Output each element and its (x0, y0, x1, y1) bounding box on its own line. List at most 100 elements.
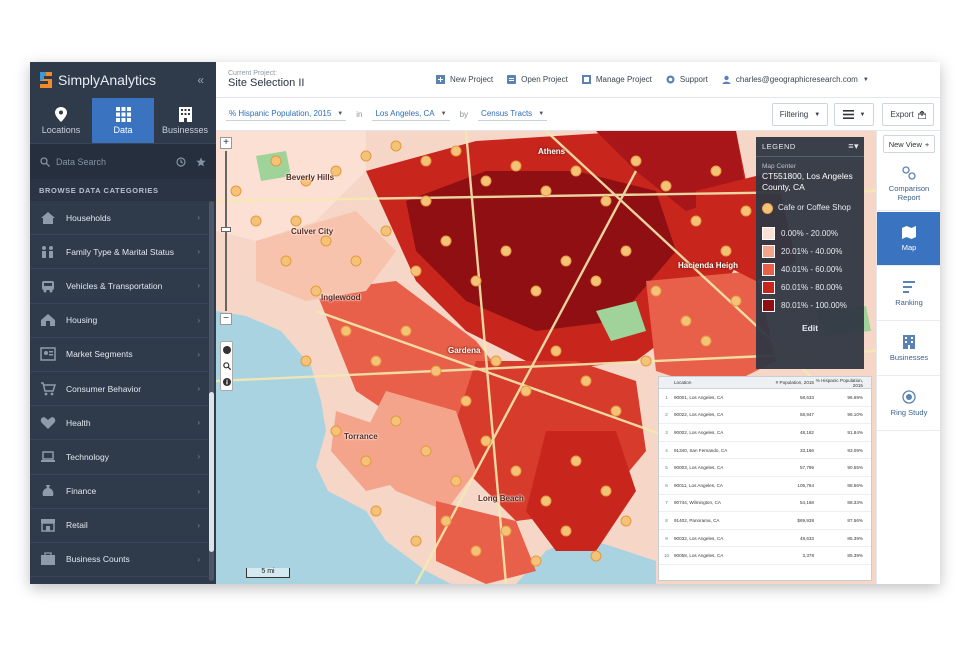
table-row[interactable]: 7 90744, Wilmington, CA 54,168 88.33% (659, 495, 871, 513)
row-location: 91402, Panorama, CA (674, 517, 720, 523)
category-label: Technology (66, 451, 110, 462)
manage-project-button[interactable]: Manage Project (581, 75, 652, 84)
plus-icon: + (924, 139, 930, 149)
table-header-population[interactable]: # Population, 2015 (775, 380, 814, 385)
new-view-button[interactable]: New View + (883, 135, 935, 153)
info-tool-icon[interactable] (222, 378, 231, 386)
row-location: 90002, Los Angeles, CA (674, 429, 724, 435)
business-icon (41, 552, 55, 566)
variable-selector[interactable]: % Hispanic Population, 2015 ▼ (226, 107, 347, 121)
comparison-icon (902, 165, 916, 180)
menu-button[interactable]: ▼ (834, 103, 874, 126)
row-population: 48,633 (799, 535, 814, 541)
table-row[interactable]: 1 90001, Los Angeles, CA 58,633 96.69% (659, 389, 871, 407)
location-selector[interactable]: Los Angeles, CA ▼ (372, 107, 450, 121)
legend-break: 80.01% - 100.00% (756, 296, 864, 314)
legend-swatch (762, 244, 775, 258)
category-health[interactable]: Health › (30, 406, 208, 441)
star-icon[interactable] (196, 157, 206, 167)
map-label-culver-city: Culver City (291, 227, 334, 236)
view-ranking[interactable]: Ranking (877, 267, 940, 321)
row-location: 90058, Los Angeles, CA (674, 553, 724, 559)
new-project-button[interactable]: New Project (436, 75, 493, 84)
view-ring-study[interactable]: Ring Study (877, 377, 940, 431)
tab-data[interactable]: Data (92, 98, 154, 143)
legend-break-label: 20.01% - 40.00% (781, 246, 843, 256)
table-row[interactable]: 3 90002, Los Angeles, CA 48,182 91.84% (659, 424, 871, 442)
category-housing[interactable]: Housing › (30, 304, 208, 338)
table-row[interactable]: 6 90011, Los Angeles, CA 105,784 88.56% (659, 477, 871, 495)
sidebar-scrollbar-thumb[interactable] (209, 392, 214, 552)
new-view-label: New View (888, 139, 922, 149)
view-comparison-report[interactable]: Comparison Report (877, 157, 940, 211)
row-percent: 90.55% (847, 465, 863, 471)
legend-break: 20.01% - 40.00% (756, 242, 864, 260)
legend-swatch (762, 298, 775, 312)
legend-poi-label: Cafe or Coffee Shop (778, 203, 851, 212)
project-title[interactable]: Site Selection II (228, 77, 305, 89)
view-businesses[interactable]: Businesses (877, 322, 940, 376)
legend-menu-icon[interactable]: ≡▾ (848, 141, 859, 151)
chevron-right-icon: › (197, 486, 200, 496)
row-index: 6 (665, 482, 668, 488)
category-label: Housing (66, 315, 98, 326)
magnify-tool-icon[interactable] (222, 362, 231, 370)
geography-unit-selector[interactable]: Census Tracts ▼ (478, 107, 548, 121)
user-menu[interactable]: charles@geographicresearch.com ▼ (722, 75, 869, 84)
table-row[interactable]: 9 90032, Los Angeles, CA 48,633 85.39% (659, 530, 871, 548)
search-input[interactable]: Data Search (56, 156, 107, 167)
legend-edit-button[interactable]: Edit (801, 323, 819, 333)
category-finance[interactable]: Finance › (30, 475, 208, 509)
zoom-out-button[interactable]: − (220, 313, 232, 325)
simplyanalytics-logo-icon (40, 72, 52, 88)
row-percent: 88.56% (847, 482, 863, 488)
row-population: 58,633 (799, 394, 814, 400)
table-row[interactable]: 4 91340, San Fernando, CA 33,166 93.09% (659, 442, 871, 460)
category-family[interactable]: Family Type & Marital Status › (30, 235, 208, 270)
map-view[interactable]: Beverly Hills Culver City Inglewood Torr… (216, 131, 876, 584)
category-label: Consumer Behavior (66, 383, 142, 394)
table-header-location[interactable]: Location (674, 380, 692, 385)
ocean-south (516, 536, 656, 584)
export-button[interactable]: Export (882, 103, 934, 126)
category-vehicles[interactable]: Vehicles & Transportation › (30, 269, 208, 304)
table-row[interactable]: 2 90022, Los Angeles, CA 58,947 96.10% (659, 407, 871, 425)
filtering-button[interactable]: Filtering ▼ (772, 103, 828, 126)
support-button[interactable]: Support (666, 75, 708, 84)
new-project-icon (436, 75, 445, 84)
category-market-segments[interactable]: Market Segments › (30, 338, 208, 372)
legend-break: 60.01% - 80.00% (756, 278, 864, 296)
open-project-button[interactable]: Open Project (507, 75, 568, 84)
row-population: $69,938 (797, 517, 814, 523)
category-label: Retail (66, 520, 88, 531)
map-label-inglewood: Inglewood (321, 293, 361, 302)
zoom-slider[interactable] (221, 151, 231, 311)
tab-locations[interactable]: Locations (30, 98, 92, 143)
chevron-right-icon: › (197, 315, 200, 325)
table-row[interactable]: 5 90003, Los Angeles, CA 57,799 90.55% (659, 459, 871, 477)
pointer-tool-icon[interactable] (222, 346, 231, 354)
history-icon[interactable] (176, 156, 186, 167)
chevron-right-icon: › (197, 554, 200, 564)
table-row[interactable]: 10 90058, Los Angeles, CA 3,378 85.39% (659, 547, 871, 565)
sidebar-scrollbar[interactable] (209, 201, 214, 581)
legend-break-label: 60.01% - 80.00% (781, 282, 843, 292)
collapse-sidebar-icon[interactable]: « (197, 73, 204, 87)
category-business-counts[interactable]: Business Counts › (30, 543, 208, 578)
row-population: 48,182 (799, 429, 814, 435)
row-population: 33,166 (799, 447, 814, 453)
brand-name: SimplyAnalytics (58, 72, 157, 88)
category-households[interactable]: Households › (30, 201, 208, 236)
category-retail[interactable]: Retail › (30, 509, 208, 543)
tab-businesses[interactable]: Businesses (154, 98, 216, 143)
zoom-in-button[interactable]: + (220, 137, 232, 149)
table-row[interactable]: 8 91402, Panorama, CA $69,938 87.56% (659, 512, 871, 530)
zoom-slider-handle[interactable] (221, 227, 231, 232)
category-consumer-behavior[interactable]: Consumer Behavior › (30, 372, 208, 407)
row-location: 90032, Los Angeles, CA (674, 535, 724, 541)
view-map[interactable]: Map (877, 212, 940, 266)
data-search-bar[interactable]: Data Search (30, 143, 216, 179)
row-population: 57,799 (799, 465, 814, 471)
table-header-hispanic[interactable]: % Hispanic Population, 2015 (815, 377, 863, 388)
category-technology[interactable]: Technology › (30, 440, 208, 475)
